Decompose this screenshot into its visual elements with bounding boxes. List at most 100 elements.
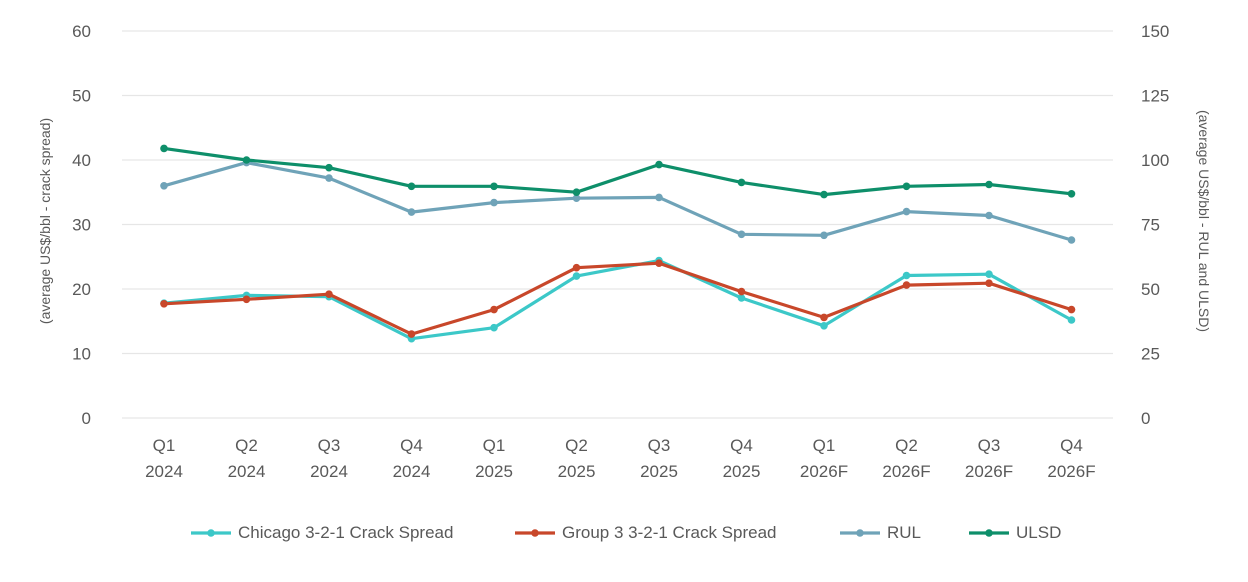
- x-tick-label: 2026F: [1047, 462, 1095, 481]
- data-point-chicago-3-2-1-crack-spread: [985, 270, 993, 279]
- left-tick-label: 40: [72, 151, 91, 170]
- x-tick-label: Q4: [730, 436, 753, 455]
- data-point-rul: [325, 174, 333, 182]
- data-point-chicago-3-2-1-crack-spread: [1067, 316, 1076, 324]
- series-line-ulsd: [162, 146, 1074, 197]
- data-point-group-3-3-2-1-crack-spread: [242, 295, 251, 304]
- data-point-rul: [820, 231, 828, 240]
- data-point-chicago-3-2-1-crack-spread: [820, 322, 828, 330]
- x-tick-label: Q1: [153, 436, 176, 455]
- data-point-rul: [985, 211, 993, 220]
- data-point-rul: [902, 207, 911, 216]
- right-tick-label: 25: [1141, 345, 1160, 364]
- data-point-group-3-3-2-1-crack-spread: [1067, 305, 1076, 314]
- data-point-ulsd: [737, 178, 746, 187]
- legend-label: Chicago 3-2-1 Crack Spread: [238, 523, 453, 542]
- data-point-group-3-3-2-1-crack-spread: [490, 305, 498, 314]
- x-tick-label: Q1: [483, 436, 506, 455]
- right-axis-ticks: 0 25 50 75 100 125 150: [1141, 22, 1169, 428]
- right-tick-label: 150: [1141, 22, 1169, 41]
- x-tick-label: Q3: [318, 436, 341, 455]
- series-line-chicago-3-2-1-crack-spread: [162, 259, 1074, 341]
- data-point-group-3-3-2-1-crack-spread: [737, 287, 746, 296]
- right-axis-title: (average US$/bbl - RUL and ULSD): [1196, 110, 1212, 332]
- x-tick-label: Q4: [400, 436, 423, 455]
- legend-swatch-marker: [531, 529, 539, 537]
- series-ulsd: [160, 144, 1076, 199]
- data-point-ulsd: [407, 182, 416, 191]
- x-tick-label: 2025: [475, 462, 513, 481]
- left-axis-title: (average US$/bbl - crack spread): [37, 118, 53, 324]
- data-point-group-3-3-2-1-crack-spread: [407, 330, 416, 338]
- x-tick-label: 2025: [723, 462, 761, 481]
- series-lines: [160, 144, 1076, 343]
- left-tick-label: 30: [72, 216, 91, 235]
- data-point-group-3-3-2-1-crack-spread: [985, 279, 993, 288]
- series-group-3-3-2-1-crack-spread: [160, 259, 1076, 338]
- gridlines: [122, 30, 1113, 419]
- legend-item-rul: RUL: [840, 523, 921, 542]
- data-point-ulsd: [572, 188, 581, 196]
- data-point-chicago-3-2-1-crack-spread: [572, 272, 581, 280]
- x-tick-label: Q3: [978, 436, 1001, 455]
- left-tick-label: 50: [72, 87, 91, 106]
- x-tick-label: Q4: [1060, 436, 1083, 455]
- data-point-rul: [490, 198, 498, 207]
- series-rul: [160, 158, 1076, 244]
- x-tick-label: 2026F: [882, 462, 930, 481]
- data-point-group-3-3-2-1-crack-spread: [325, 290, 333, 299]
- x-tick-label: Q2: [565, 436, 588, 455]
- x-axis-ticks: Q1 2024 Q2 2024 Q3 2024 Q4 2024 Q1 2025 Q2 2025 Q3 20…: [145, 436, 1096, 481]
- series-line-rul: [162, 161, 1074, 242]
- legend-item-ulsd: ULSD: [969, 523, 1061, 542]
- left-tick-label: 60: [72, 22, 91, 41]
- right-tick-label: 75: [1141, 216, 1160, 235]
- right-tick-label: 0: [1141, 409, 1150, 428]
- x-tick-label: Q2: [235, 436, 258, 455]
- data-point-chicago-3-2-1-crack-spread: [490, 323, 498, 332]
- data-point-group-3-3-2-1-crack-spread: [820, 313, 828, 322]
- left-tick-label: 20: [72, 280, 91, 299]
- series-chicago-3-2-1-crack-spread: [160, 256, 1076, 343]
- x-tick-label: 2024: [310, 462, 348, 481]
- x-tick-label: Q1: [813, 436, 836, 455]
- x-tick-label: 2024: [145, 462, 183, 481]
- right-tick-label: 125: [1141, 87, 1169, 106]
- legend-label: ULSD: [1016, 523, 1061, 542]
- right-tick-label: 50: [1141, 280, 1160, 299]
- data-point-rul: [572, 194, 581, 202]
- data-point-ulsd: [242, 156, 251, 164]
- data-point-rul: [655, 193, 663, 202]
- legend-label: RUL: [887, 523, 921, 542]
- data-point-group-3-3-2-1-crack-spread: [572, 263, 581, 272]
- legend: Chicago 3-2-1 Crack Spread Group 3 3-2-1 …: [191, 523, 1061, 542]
- data-point-ulsd: [902, 182, 911, 191]
- right-tick-label: 100: [1141, 151, 1169, 170]
- data-point-chicago-3-2-1-crack-spread: [902, 271, 911, 280]
- x-tick-label: 2025: [640, 462, 678, 481]
- data-point-chicago-3-2-1-crack-spread: [737, 294, 746, 302]
- x-tick-label: 2024: [228, 462, 266, 481]
- legend-swatch-marker: [856, 529, 864, 537]
- data-point-ulsd: [325, 163, 333, 172]
- left-tick-label: 10: [72, 345, 91, 364]
- x-tick-label: Q3: [648, 436, 671, 455]
- data-point-ulsd: [160, 144, 168, 153]
- data-point-group-3-3-2-1-crack-spread: [655, 259, 663, 268]
- left-tick-label: 0: [82, 409, 91, 428]
- left-axis-ticks: 0 10 20 30 40 50 60: [72, 22, 91, 428]
- legend-item-group-3-3-2-1-crack-spread: Group 3 3-2-1 Crack Spread: [515, 523, 777, 542]
- data-point-rul: [160, 182, 168, 190]
- legend-swatch-marker: [207, 529, 215, 537]
- legend-swatch-marker: [985, 529, 993, 537]
- data-point-ulsd: [490, 182, 498, 191]
- data-point-rul: [737, 230, 746, 239]
- data-point-ulsd: [820, 190, 828, 199]
- x-tick-label: 2026F: [800, 462, 848, 481]
- data-point-rul: [407, 208, 416, 216]
- data-point-group-3-3-2-1-crack-spread: [160, 300, 168, 308]
- series-line-group-3-3-2-1-crack-spread: [162, 261, 1074, 336]
- data-point-ulsd: [655, 160, 663, 169]
- x-tick-label: 2025: [558, 462, 596, 481]
